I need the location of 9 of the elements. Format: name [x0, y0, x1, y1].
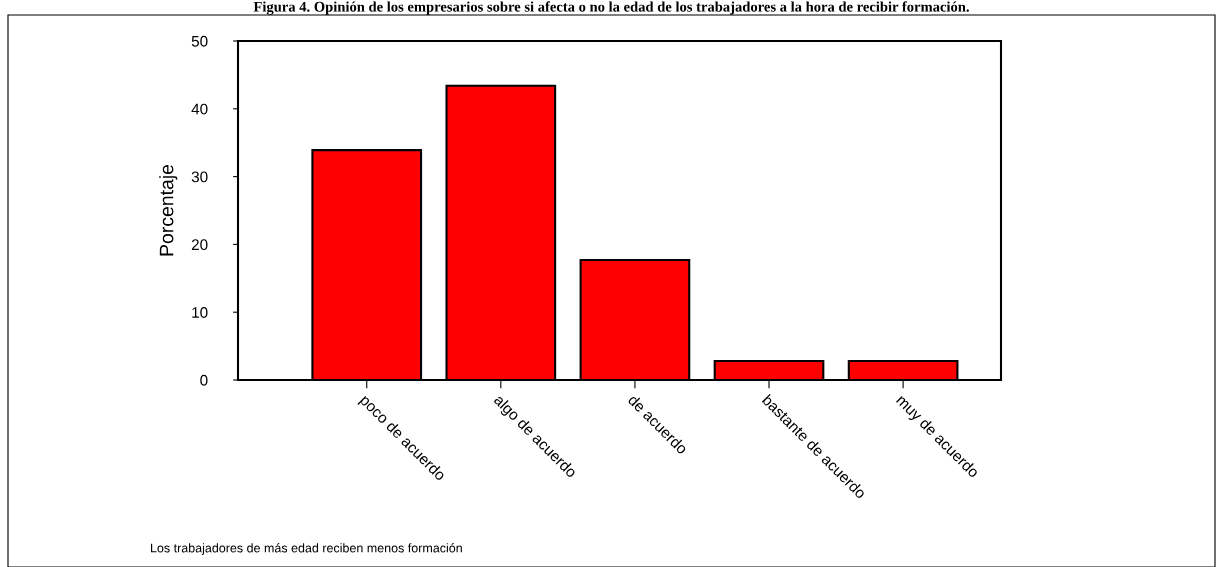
y-tick-label: 10 — [192, 307, 208, 318]
x-axis-title: Los trabajadores de más edad reciben menos formación — [151, 543, 462, 555]
y-tick-label: 0 — [200, 374, 208, 386]
chart-title: Figura 4. Opinión de los empresarios sobre si afecta o no la edad de los trabajadores a la hora de recibir formación. — [253, 1, 969, 15]
y-tick-label: 50 — [191, 35, 208, 47]
y-tick-label: 40 — [191, 103, 208, 115]
y-tick-label: 20 — [191, 239, 208, 251]
y-tick-label: 30 — [191, 171, 208, 183]
y-axis-title: Porcentaje — [159, 164, 178, 256]
